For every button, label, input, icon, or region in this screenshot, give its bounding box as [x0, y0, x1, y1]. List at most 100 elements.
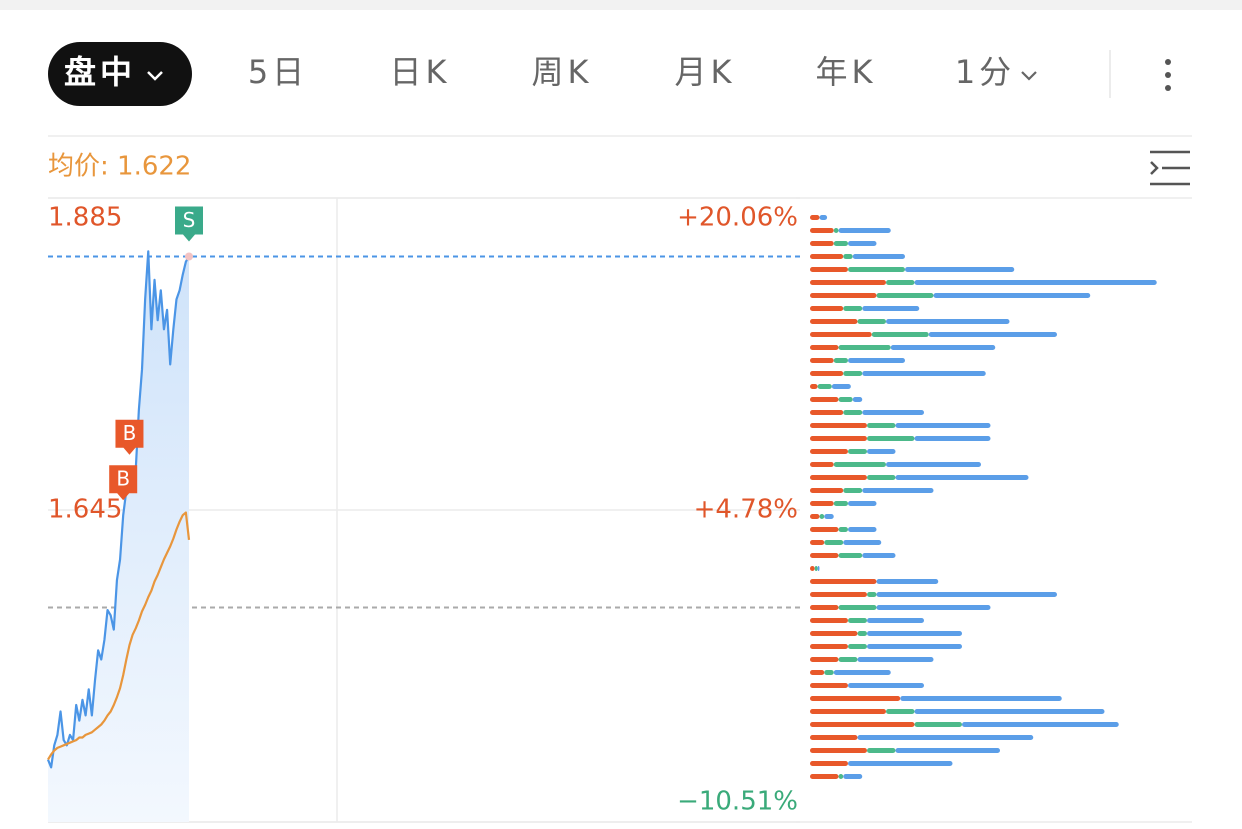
y-tick-label: 1.645 — [48, 495, 122, 525]
volume-segment — [833, 228, 839, 233]
volume-segment — [810, 267, 848, 272]
volume-segment — [857, 631, 867, 636]
volume-segment — [843, 371, 863, 376]
volume-segment — [914, 436, 991, 441]
volume-segment — [862, 371, 986, 376]
volume-segment — [857, 657, 934, 662]
trade-marker — [175, 206, 203, 242]
tab-label[interactable]: 年K — [816, 53, 877, 91]
volume-segment — [905, 267, 1015, 272]
volume-segment — [843, 540, 882, 545]
volume-segment — [848, 358, 905, 363]
volume-segment — [810, 410, 844, 415]
volume-segment — [810, 345, 839, 350]
volume-segment — [833, 358, 848, 363]
y-tick-label: 1.885 — [48, 203, 122, 233]
volume-segment — [838, 228, 891, 233]
tab-chevron — [1021, 71, 1037, 81]
trade-marker-label: S — [183, 208, 196, 232]
volume-segment — [848, 618, 867, 623]
volume-segment — [810, 384, 818, 389]
volume-segment — [838, 527, 848, 532]
price-area — [48, 251, 189, 823]
volume-segment — [843, 488, 863, 493]
volume-segment — [838, 345, 891, 350]
volume-segment — [848, 527, 877, 532]
volume-segment — [852, 254, 905, 259]
volume-segment — [810, 618, 848, 623]
more-button[interactable] — [1165, 59, 1171, 91]
volume-segment — [810, 293, 877, 298]
volume-segment — [838, 605, 877, 610]
volume-segment — [810, 397, 839, 402]
volume-segment — [886, 280, 915, 285]
volume-segment — [867, 449, 896, 454]
settings-icon[interactable] — [1150, 150, 1190, 186]
tab-label[interactable]: 1分 — [955, 53, 1015, 91]
top-strip — [0, 0, 1242, 10]
volume-segment — [810, 358, 834, 363]
volume-segment — [810, 462, 834, 467]
tab-label[interactable]: 5日 — [248, 53, 308, 91]
tab-label[interactable]: 周K — [532, 53, 593, 91]
tab-chevron — [147, 71, 163, 81]
volume-segment — [810, 748, 867, 753]
active-tab-pill[interactable] — [48, 42, 192, 106]
tab-label[interactable]: 月K — [675, 53, 736, 91]
volume-segment — [848, 449, 867, 454]
volume-segment — [810, 709, 886, 714]
volume-segment — [810, 254, 844, 259]
volume-segment — [890, 345, 996, 350]
volume-segment — [843, 254, 853, 259]
volume-segment — [848, 267, 905, 272]
volume-segment — [810, 670, 825, 675]
volume-segment — [819, 215, 828, 220]
volume-segment — [810, 657, 839, 662]
volume-segment — [810, 371, 844, 376]
volume-segment — [810, 631, 858, 636]
volume-segment — [810, 527, 839, 532]
volume-segment — [810, 683, 848, 688]
volume-segment — [862, 306, 920, 311]
volume-segment — [810, 306, 844, 311]
trade-marker-label: B — [116, 467, 130, 491]
volume-segment — [833, 501, 848, 506]
price-line — [46, 250, 190, 769]
volume-segment — [862, 488, 934, 493]
volume-segment — [810, 553, 839, 558]
volume-segment — [810, 579, 877, 584]
volume-segment — [810, 475, 867, 480]
volume-segment — [876, 592, 1057, 597]
volume-segment — [810, 319, 858, 324]
volume-segment — [810, 215, 820, 220]
tab-label[interactable]: 日K — [390, 53, 451, 91]
volume-segment — [895, 475, 1029, 480]
volume-segment — [810, 592, 867, 597]
y2-tick-label: −10.51% — [677, 787, 798, 817]
volume-segment — [810, 332, 872, 337]
volume-segment — [833, 670, 891, 675]
volume-segment — [838, 553, 863, 558]
volume-segment — [848, 241, 877, 246]
volume-segment — [810, 735, 858, 740]
volume-segment — [867, 644, 962, 649]
volume-segment — [848, 644, 867, 649]
volume-segment — [867, 436, 915, 441]
volume-segment — [962, 722, 1119, 727]
volume-segment — [871, 332, 929, 337]
volume-segment — [886, 319, 1010, 324]
volume-segment — [810, 228, 834, 233]
volume-segment — [824, 540, 844, 545]
volume-segment — [914, 280, 1157, 285]
volume-segment — [838, 397, 853, 402]
volume-segment — [886, 709, 915, 714]
volume-segment — [810, 514, 820, 519]
tab-label[interactable]: 盘中 — [64, 53, 136, 91]
volume-segment — [914, 722, 962, 727]
volume-segment — [817, 566, 820, 571]
average-price: 均价: 1.622 — [48, 152, 191, 182]
volume-segment — [810, 540, 825, 545]
volume-segment — [928, 332, 1057, 337]
